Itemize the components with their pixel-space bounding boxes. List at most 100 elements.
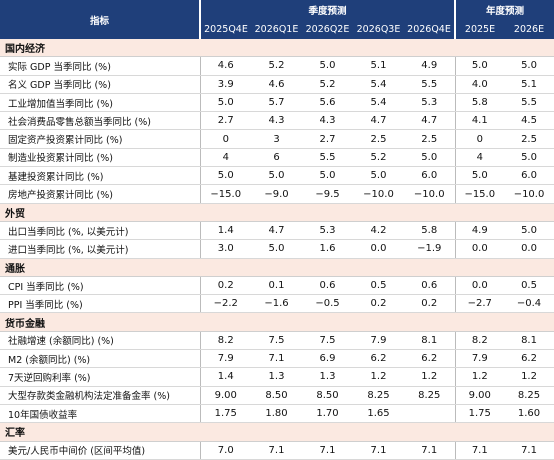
row-label: 房地产投资累计同比 (%) — [0, 184, 200, 204]
cell-value: 7.9 — [353, 331, 404, 351]
cell-value: 5.0 — [454, 166, 505, 186]
section-row: 国内经济 — [0, 39, 554, 58]
cell-value: 8.25 — [404, 386, 456, 405]
cell-value: 0.2 — [353, 294, 404, 314]
section-title: 货币金融 — [0, 312, 554, 332]
cell-value: 0.0 — [454, 239, 505, 259]
row-label: 美元/人民币中间价 (区间平均值) — [0, 441, 200, 460]
column-header: 2026Q4E — [404, 20, 456, 39]
row-label: 基建投资累计同比 (%) — [0, 166, 200, 186]
cell-value: 5.3 — [404, 93, 456, 113]
data-row: 制造业投资累计同比 (%) 4 6 5.5 5.2 5.0 4 5.0 — [0, 148, 554, 168]
data-row: 7天逆回购利率 (%) 1.4 1.3 1.3 1.2 1.2 1.2 1.2 — [0, 367, 554, 387]
data-row: 10年国债收益率 1.75 1.80 1.70 1.65 1.75 1.60 — [0, 404, 554, 424]
section-title: 汇率 — [0, 422, 554, 442]
cell-value: 1.6 — [302, 239, 353, 259]
cell-value: 7.0 — [199, 441, 251, 460]
section-row: 汇率 — [0, 422, 554, 442]
indicator-header: 指标 — [0, 0, 200, 39]
cell-value: 0.5 — [353, 276, 404, 296]
annual-header: 年度预测 — [454, 0, 554, 20]
cell-value: 5.8 — [454, 93, 505, 113]
cell-value: 3.9 — [199, 75, 251, 94]
cell-value: 5.6 — [302, 93, 353, 113]
cell-value: 1.2 — [454, 367, 505, 387]
cell-value: 0 — [199, 129, 251, 149]
cell-value: 5.0 — [199, 166, 251, 186]
cell-value: 7.9 — [199, 349, 251, 369]
row-label: 制造业投资累计同比 (%) — [0, 148, 200, 168]
cell-value: 5.1 — [504, 75, 554, 94]
data-row: PPI 当季同比 (%) −2.2 −1.6 −0.5 0.2 0.2 −2.7 −0.4 — [0, 294, 554, 314]
section-title: 通胀 — [0, 258, 554, 277]
cell-value: 5.0 — [353, 166, 404, 186]
cell-value: 5.7 — [251, 93, 302, 113]
data-row: CPI 当季同比 (%) 0.2 0.1 0.6 0.5 0.6 0.0 0.5 — [0, 276, 554, 296]
cell-value: −1.9 — [404, 239, 456, 259]
cell-value: 5.0 — [251, 239, 302, 259]
cell-value: 0.0 — [504, 239, 554, 259]
cell-value: 5.5 — [404, 75, 456, 94]
cell-value: 4.7 — [251, 221, 302, 241]
cell-value: −0.5 — [302, 294, 353, 314]
cell-value: 8.1 — [404, 331, 456, 351]
cell-value: 7.1 — [353, 441, 404, 460]
quarterly-header: 季度预测 — [198, 0, 456, 20]
section-title: 外贸 — [0, 203, 554, 222]
cell-value: 5.2 — [302, 75, 353, 94]
cell-value: 4.7 — [353, 111, 404, 131]
data-row: 工业增加值当季同比 (%) 5.0 5.7 5.6 5.4 5.3 5.8 5.5 — [0, 93, 554, 113]
data-row: 固定资产投资累计同比 (%) 0 3 2.7 2.5 2.5 0 2.5 — [0, 129, 554, 149]
table-body: 国内经济 实际 GDP 当季同比 (%) 4.6 5.2 5.0 5.1 4.9 5.0 5.0… — [0, 39, 554, 460]
row-label: 社会消费品零售总额当季同比 (%) — [0, 111, 200, 131]
cell-value: 2.7 — [302, 129, 353, 149]
cell-value: 8.50 — [302, 386, 353, 405]
cell-value: −10.0 — [504, 184, 554, 204]
cell-value: 1.2 — [353, 367, 404, 387]
row-label: 名义 GDP 当季同比 (%) — [0, 75, 200, 94]
cell-value: 0.2 — [199, 276, 251, 296]
cell-value: −15.0 — [454, 184, 505, 204]
data-row: 名义 GDP 当季同比 (%) 3.9 4.6 5.2 5.4 5.5 4.0 5.1 — [0, 75, 554, 94]
data-row: 大型存款类金融机构法定准备金率 (%) 9.00 8.50 8.50 8.25 8.25 9… — [0, 386, 554, 405]
cell-value: 9.00 — [454, 386, 505, 405]
cell-value: 0.1 — [251, 276, 302, 296]
row-label: PPI 当季同比 (%) — [0, 294, 200, 314]
column-header: 2026Q3E — [353, 20, 404, 39]
cell-value: 7.1 — [302, 441, 353, 460]
data-row: M2 (余额同比) (%) 7.9 7.1 6.9 6.2 6.2 7.9 6.2 — [0, 349, 554, 369]
row-label: 大型存款类金融机构法定准备金率 (%) — [0, 386, 200, 405]
cell-value: 5.0 — [404, 148, 456, 168]
data-row: 社融增速 (余额同比) (%) 8.2 7.5 7.5 7.9 8.1 8.2 8.1 — [0, 331, 554, 351]
cell-value: 5.5 — [302, 148, 353, 168]
cell-value: 1.80 — [251, 404, 302, 424]
cell-value: 8.2 — [199, 331, 251, 351]
cell-value: 5.0 — [302, 166, 353, 186]
cell-value: 4.3 — [251, 111, 302, 131]
cell-value: 3.0 — [199, 239, 251, 259]
row-label: 10年国债收益率 — [0, 404, 200, 424]
cell-value: 0.5 — [504, 276, 554, 296]
cell-value: 5.1 — [353, 56, 404, 76]
data-row: 社会消费品零售总额当季同比 (%) 2.7 4.3 4.3 4.7 4.7 4.1 4.5 — [0, 111, 554, 131]
cell-value: 4.3 — [302, 111, 353, 131]
cell-value: 8.50 — [251, 386, 302, 405]
cell-value: 5.4 — [353, 93, 404, 113]
cell-value: 7.5 — [302, 331, 353, 351]
cell-value: 2.7 — [199, 111, 251, 131]
cell-value: 4.0 — [454, 75, 505, 94]
cell-value: 1.70 — [302, 404, 353, 424]
cell-value: 0.0 — [353, 239, 404, 259]
data-row: 出口当季同比 (%, 以美元计) 1.4 4.7 5.3 4.2 5.8 4.9 5.0 — [0, 221, 554, 241]
cell-value: 4.7 — [404, 111, 456, 131]
section-title: 国内经济 — [0, 39, 554, 58]
cell-value: 5.8 — [404, 221, 456, 241]
cell-value: −9.5 — [302, 184, 353, 204]
row-label: 进口当季同比 (%, 以美元计) — [0, 239, 200, 259]
cell-value: 1.2 — [404, 367, 456, 387]
cell-value: 5.0 — [454, 56, 505, 76]
cell-value: 7.5 — [251, 331, 302, 351]
